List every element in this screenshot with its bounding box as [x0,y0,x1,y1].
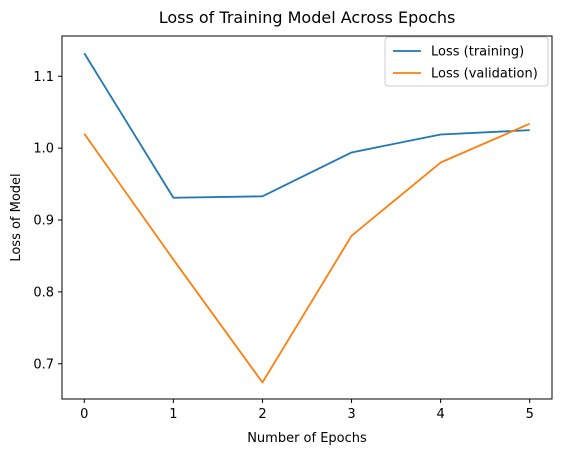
y-tick-label: 0.8 [33,285,54,300]
series-lines [83,52,531,384]
legend-label-training: Loss (training) [431,45,524,60]
y-axis-label: Loss of Model [9,173,24,261]
x-tick-label: 4 [436,407,444,422]
x-axis-label: Number of Epochs [247,431,367,446]
x-tick-label: 1 [169,407,177,422]
chart-title: Loss of Training Model Across Epochs [159,8,456,27]
y-tick-label: 0.9 [33,214,54,229]
x-tick-label: 2 [258,407,266,422]
x-tick-label: 0 [80,407,88,422]
plot-frame [61,35,553,400]
x-tick-label: 3 [347,407,355,422]
y-tick-label: 0.7 [33,357,54,372]
y-tick-label: 1.1 [33,70,54,85]
series-line-validation [83,122,531,384]
legend: Loss (training) Loss (validation) [384,36,549,87]
plot-area: 0 1 2 3 4 5 0.7 0.8 0.9 1.0 1.1 [33,35,553,422]
x-axis-ticks: 0 1 2 3 4 5 [80,399,534,422]
x-tick-label: 5 [526,407,534,422]
series-line-training [83,52,530,199]
legend-label-validation: Loss (validation) [431,67,538,82]
y-tick-label: 1.0 [33,142,54,157]
y-axis-ticks: 0.7 0.8 0.9 1.0 1.1 [33,70,62,372]
legend-box [384,36,549,87]
